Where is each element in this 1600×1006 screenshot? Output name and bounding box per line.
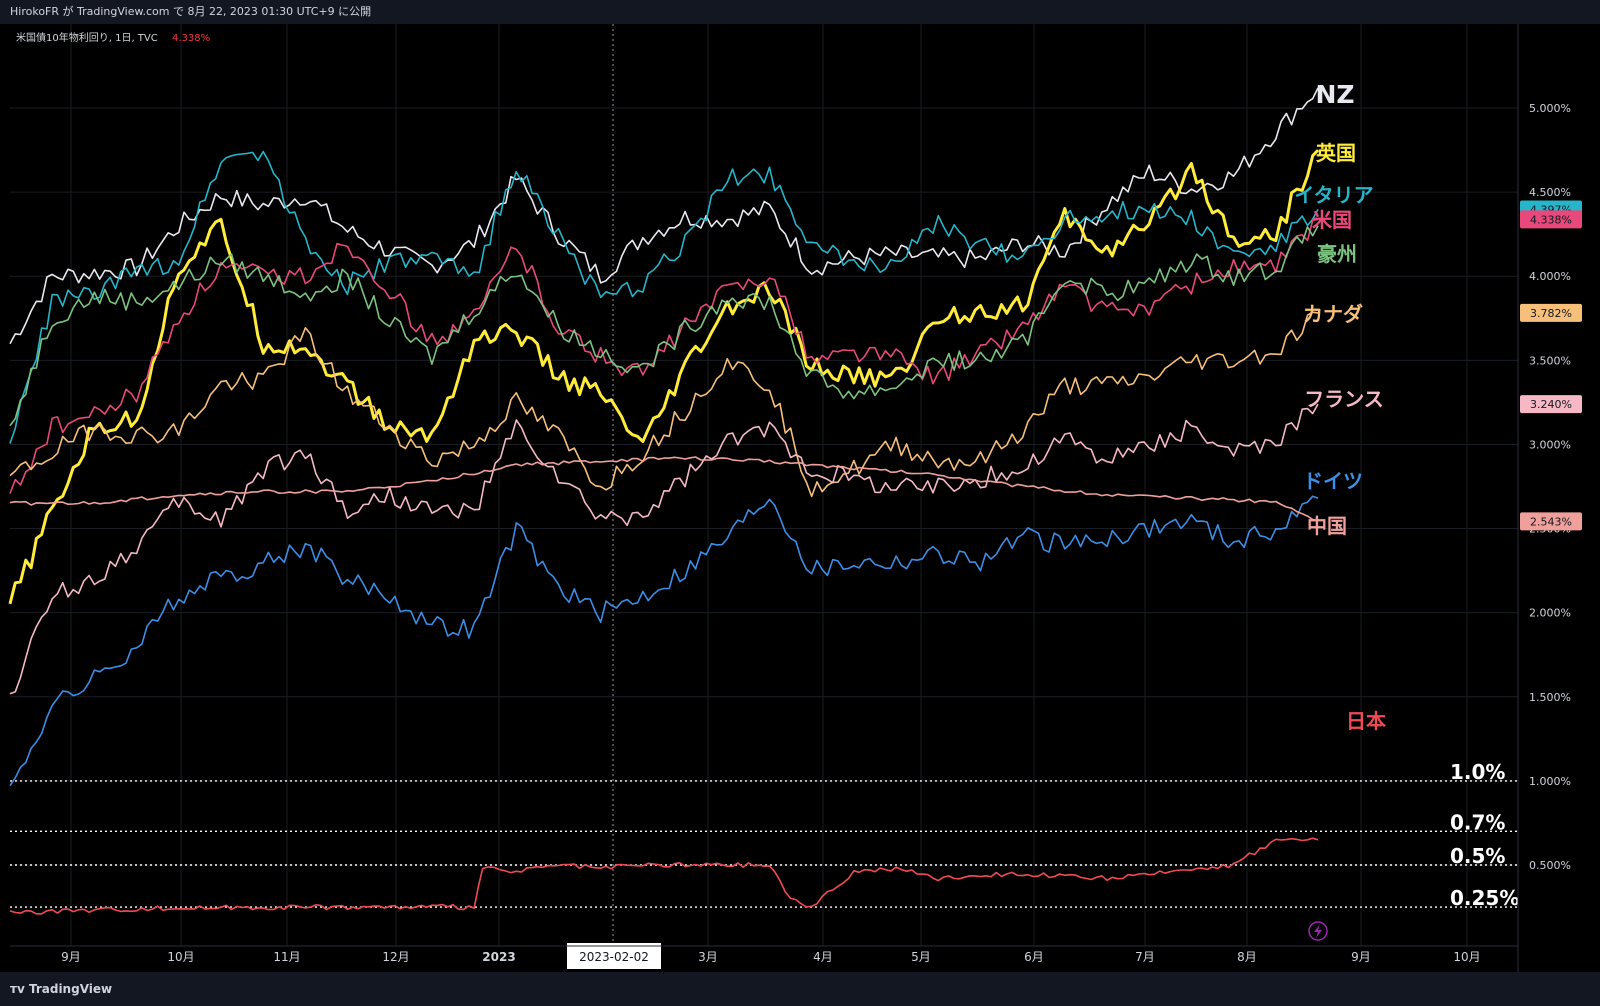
series-line-5 <box>9 311 1319 498</box>
price-axis: 5.000%4.500%4.000%3.500%3.000%2.500%2.00… <box>1517 24 1600 972</box>
y-tick-label: 0.500% <box>1529 859 1571 872</box>
x-tick-label: 3月 <box>698 950 718 964</box>
series-label-0: NZ <box>1315 80 1354 109</box>
reference-line-label: 0.5% <box>1450 844 1505 868</box>
x-tick-label: 5月 <box>911 950 931 964</box>
crosshair-date-box <box>567 943 661 969</box>
series-line-6 <box>9 403 1319 695</box>
price-tag-label: 3.240% <box>1530 398 1572 411</box>
publish-info: HirokoFR が TradingView.com で 8月 22, 2023… <box>10 5 372 18</box>
symbol-value: 4.338% <box>172 33 210 44</box>
reference-line-label: 0.25% <box>1450 886 1519 910</box>
price-tag-bg <box>1520 512 1582 531</box>
reference-line-label: 1.0% <box>1450 760 1505 784</box>
x-tick-label: 10月 <box>1453 950 1480 964</box>
reference-line-label: 0.7% <box>1450 810 1505 834</box>
series-lines <box>8 87 1320 915</box>
series-line-2 <box>9 150 1319 444</box>
y-tick-label: 2.000% <box>1529 607 1571 620</box>
y-tick-label: 1.500% <box>1529 691 1571 704</box>
series-label-4: 豪州 <box>1317 242 1357 266</box>
x-tick-label: 2023 <box>482 950 515 964</box>
series-line-3 <box>9 218 1319 494</box>
lightning-icon[interactable] <box>1308 921 1328 941</box>
x-tick-label: 8月 <box>1237 950 1257 964</box>
series-line-8 <box>9 456 1319 523</box>
series-line-1 <box>8 149 1320 605</box>
series-line-7 <box>9 495 1319 787</box>
chart-grid <box>10 24 1518 946</box>
x-tick-label: 7月 <box>1135 950 1155 964</box>
time-axis: 9月 10月 11月 12月 2023 3月 4月 5月 6月 7月 8月 9月 10月 <box>10 945 1518 964</box>
y-tick-label: 5.000% <box>1529 102 1571 115</box>
series-line-9 <box>9 837 1319 915</box>
price-tag-bg <box>1520 395 1582 414</box>
series-label-2: イタリア <box>1294 183 1373 207</box>
x-tick-label: 10月 <box>167 950 194 964</box>
x-tick-label: 9月 <box>61 950 81 964</box>
series-line-0 <box>9 87 1319 345</box>
tv-icon: ᴛᴠ <box>10 982 29 996</box>
x-tick-label: 9月 <box>1351 950 1371 964</box>
price-tag-label: 2.543% <box>1530 515 1572 528</box>
crosshair: 2023-02-02 <box>567 24 661 969</box>
y-tick-label: 3.500% <box>1529 354 1571 367</box>
price-tags: 4.397%4.338%3.782%3.240%2.543% <box>1520 200 1582 531</box>
series-label-7: ドイツ <box>1303 469 1363 493</box>
footer-bar: ᴛᴠ TradingView <box>0 972 1600 1006</box>
series-label-6: フランス <box>1304 387 1384 411</box>
series-label-8: 中国 <box>1307 514 1347 538</box>
symbol-info: 米国債10年物利回り, 1日, TVC <box>16 31 158 44</box>
price-axis-bg <box>1518 24 1600 946</box>
price-tag-label: 4.338% <box>1530 213 1572 226</box>
crosshair-date-label: 2023-02-02 <box>579 950 649 964</box>
x-tick-label: 4月 <box>813 950 833 964</box>
reference-lines: 1.0% 0.7% 0.5% 0.25% <box>10 760 1519 910</box>
x-tick-label: 6月 <box>1024 950 1044 964</box>
x-tick-label: 12月 <box>382 950 409 964</box>
x-tick-label: 11月 <box>273 950 300 964</box>
series-label-3: 米国 <box>1312 208 1352 232</box>
y-tick-label: 4.500% <box>1529 186 1571 199</box>
series-label-1: 英国 <box>1316 141 1356 165</box>
y-tick-label: 4.000% <box>1529 270 1571 283</box>
y-tick-label: 1.000% <box>1529 775 1571 788</box>
publish-info-bar: HirokoFR が TradingView.com で 8月 22, 2023… <box>0 0 1600 24</box>
y-tick-label: 3.000% <box>1529 438 1571 451</box>
series-line-4 <box>9 225 1319 427</box>
price-tag-label: 3.782% <box>1530 307 1572 320</box>
price-tag-bg <box>1520 210 1582 229</box>
series-label-9: 日本 <box>1346 709 1386 733</box>
brand-name: TradingView <box>28 982 113 996</box>
series-label-5: カナダ <box>1303 302 1363 326</box>
price-tag-bg <box>1520 303 1582 322</box>
tradingview-logo[interactable]: ᴛᴠ TradingView <box>10 982 112 996</box>
